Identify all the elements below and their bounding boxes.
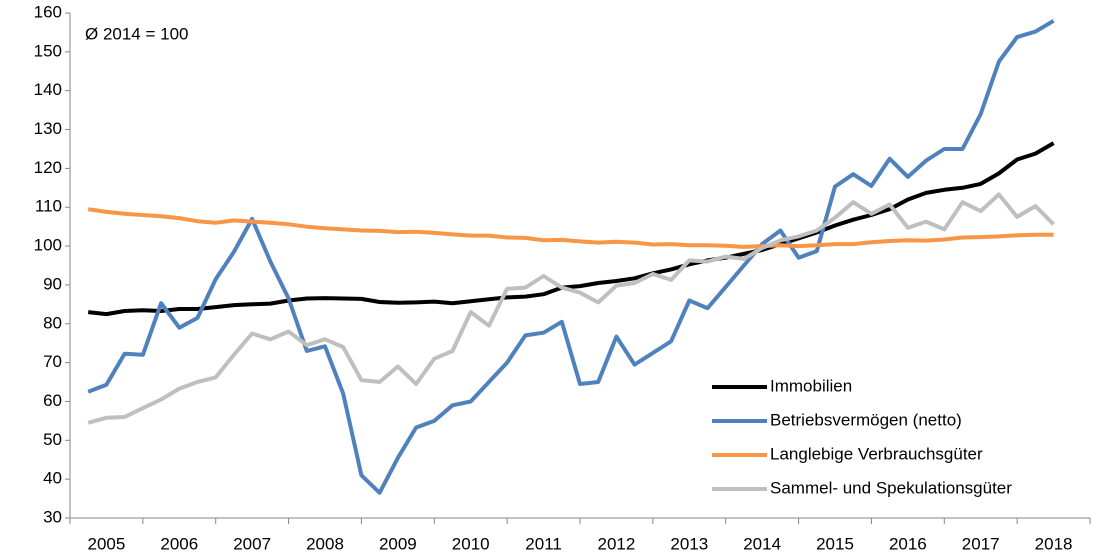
legend-label: Langlebige Verbrauchsgüter <box>770 444 983 463</box>
series-line <box>87 19 1055 495</box>
x-tick-label: 2018 <box>1035 534 1073 553</box>
y-tick-label: 50 <box>43 430 62 449</box>
y-tick-label: 140 <box>34 80 62 99</box>
x-tick-label: 2010 <box>452 534 490 553</box>
y-tick-label: 160 <box>34 2 62 21</box>
y-tick-label: 40 <box>43 469 62 488</box>
y-tick-label: 70 <box>43 352 62 371</box>
series-line <box>87 207 1054 249</box>
y-tick-label: 120 <box>34 158 62 177</box>
legend-label: Sammel- und Spekulationsgüter <box>770 478 1012 497</box>
y-tick-label: 100 <box>34 236 62 255</box>
x-tick-label: 2013 <box>670 534 708 553</box>
x-tick-label: 2007 <box>233 534 271 553</box>
x-tick-label: 2012 <box>598 534 636 553</box>
y-tick-label: 130 <box>34 119 62 138</box>
x-tick-label: 2014 <box>743 534 781 553</box>
y-tick-label: 30 <box>43 507 62 526</box>
y-tick-label: 60 <box>43 391 62 410</box>
y-tick-label: 110 <box>35 197 62 216</box>
x-tick-label: 2017 <box>962 534 1000 553</box>
x-tick-label: 2008 <box>306 534 344 553</box>
x-tick-label: 2006 <box>160 534 198 553</box>
legend-label: Immobilien <box>770 376 852 395</box>
legend-label: Betriebsvermögen (netto) <box>770 410 962 429</box>
series-line <box>87 192 1056 425</box>
annotation: Ø 2014 = 100 <box>85 24 189 43</box>
y-tick-label: 80 <box>43 313 62 332</box>
x-tick-label: 2005 <box>88 534 126 553</box>
x-tick-label: 2009 <box>379 534 417 553</box>
x-tick-label: 2011 <box>525 534 562 553</box>
y-tick-label: 150 <box>34 41 62 60</box>
x-tick-label: 2015 <box>816 534 854 553</box>
y-tick-label: 90 <box>43 274 62 293</box>
x-tick-label: 2016 <box>889 534 927 553</box>
